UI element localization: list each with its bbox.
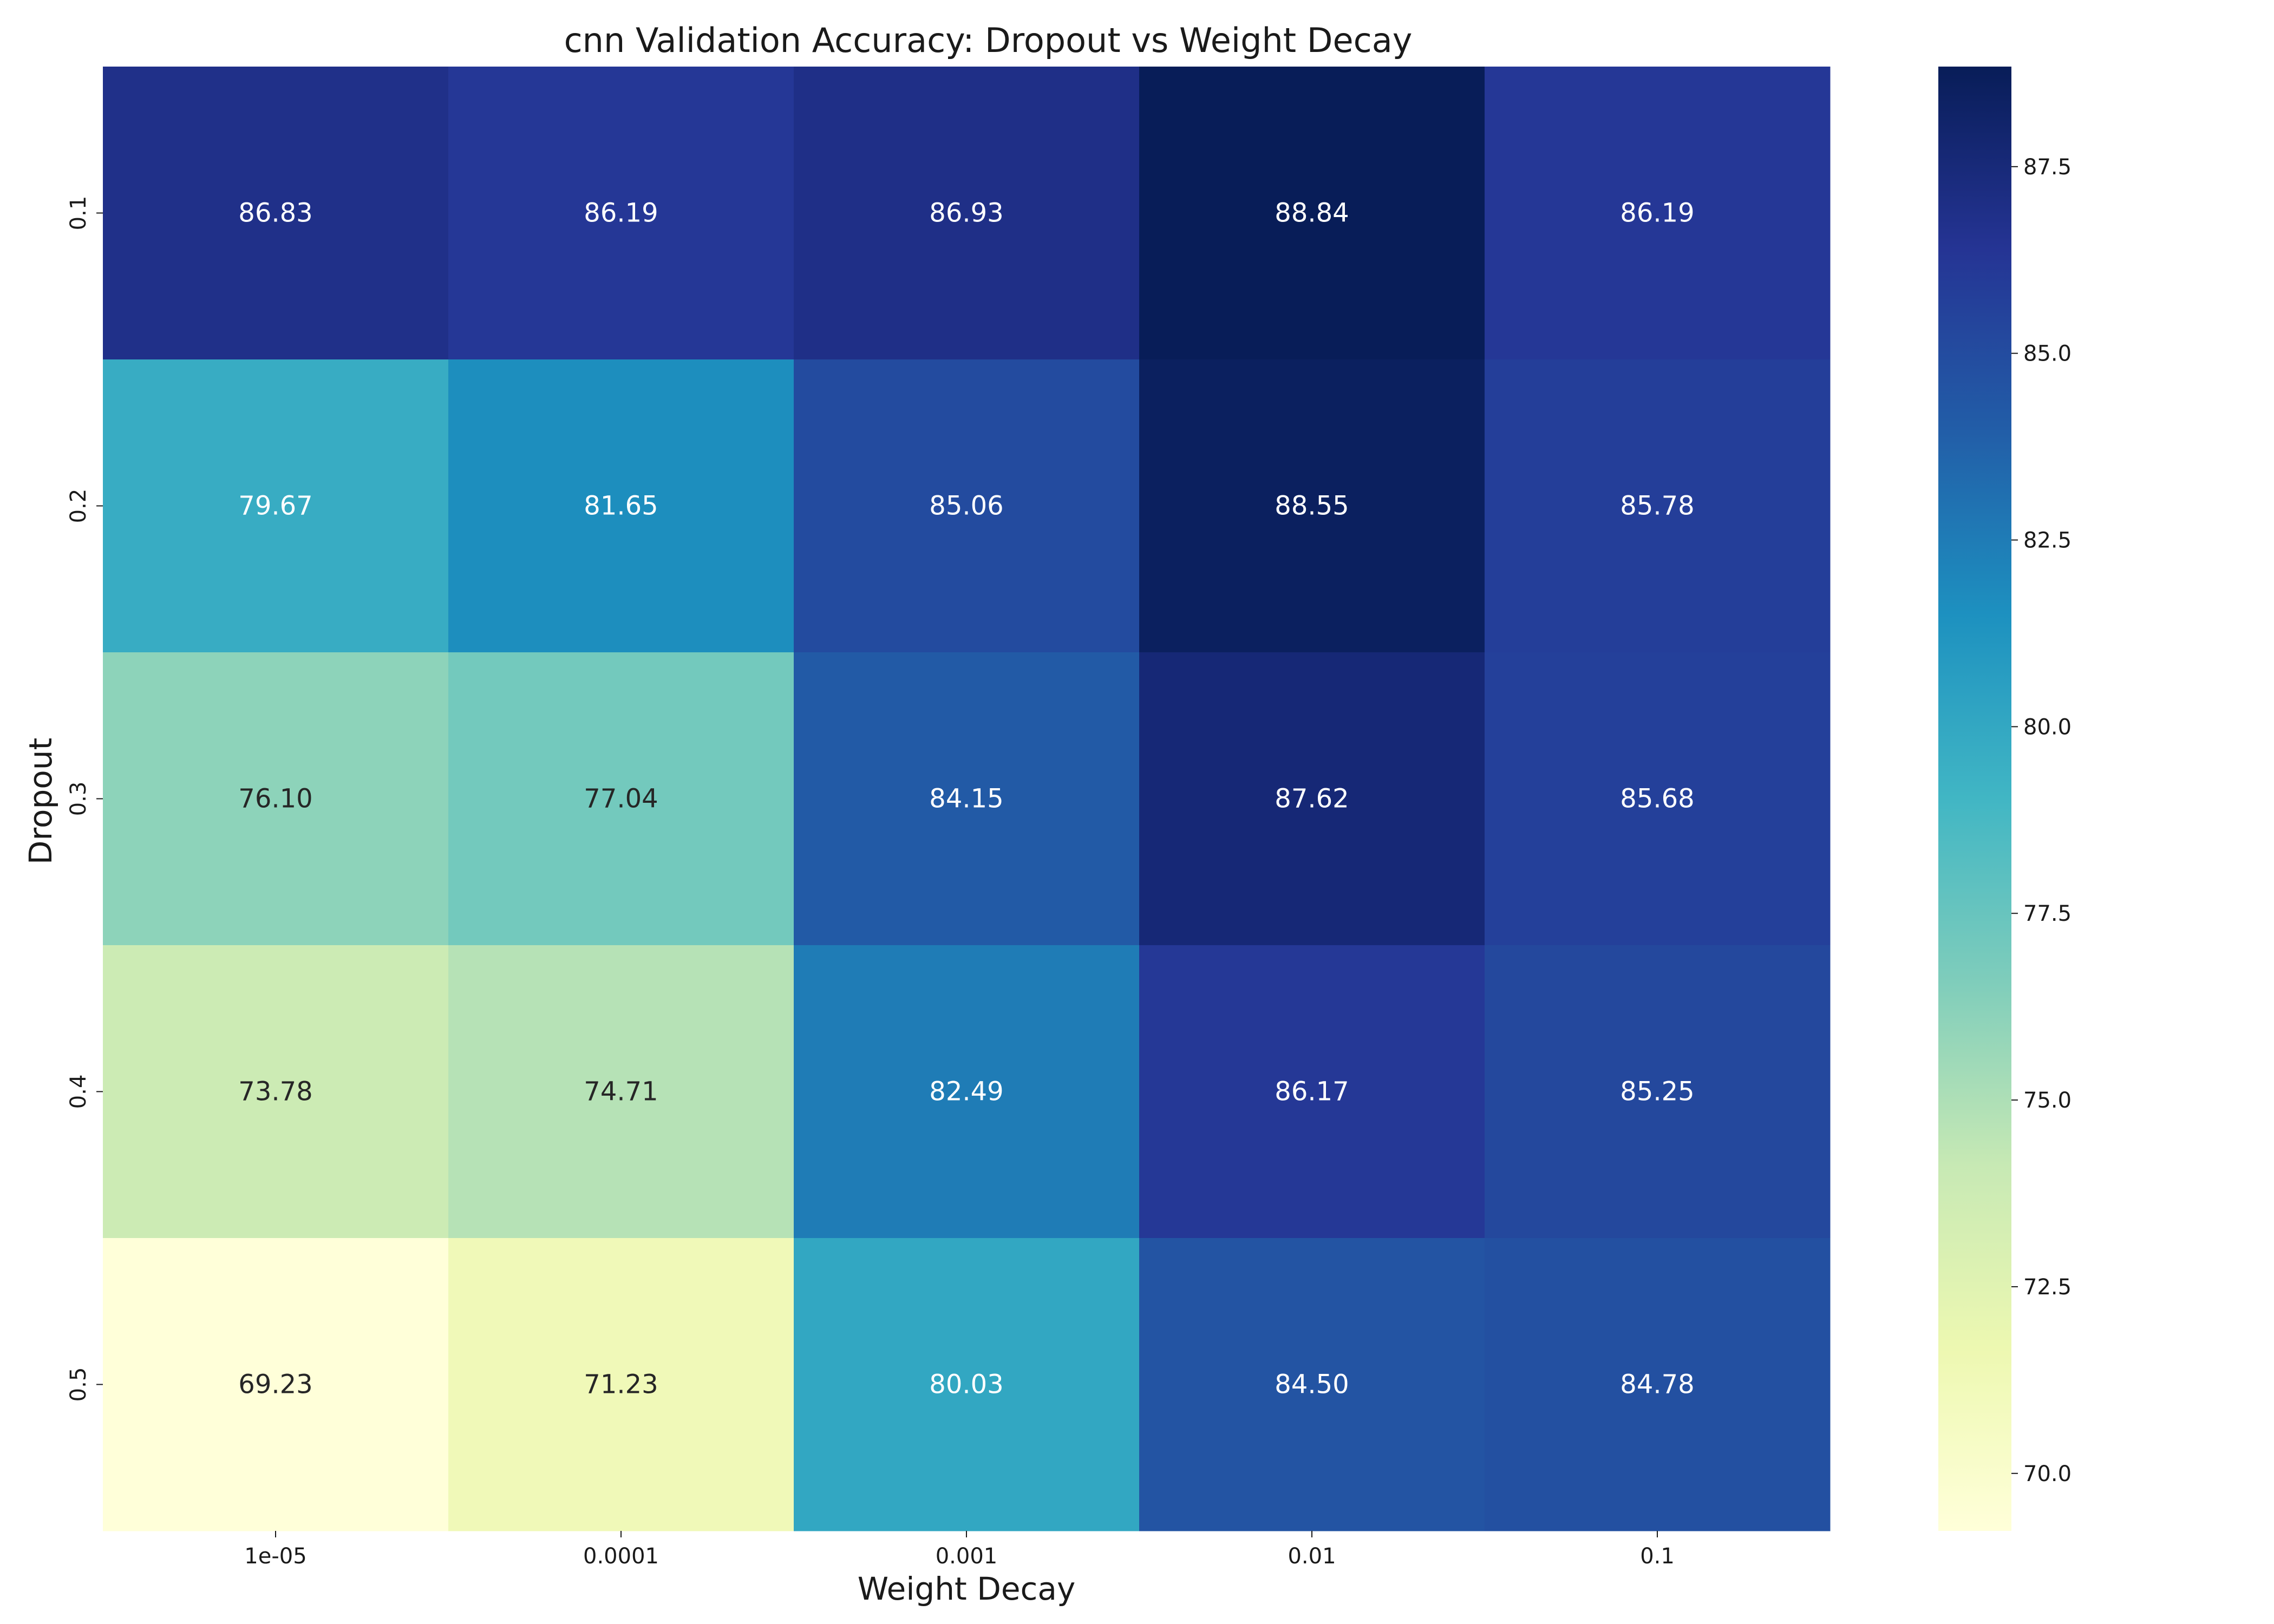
colorbar-tick-label: 80.0 xyxy=(2023,715,2072,739)
colorbar-tick-label: 75.0 xyxy=(2023,1088,2072,1113)
cell-value-label: 88.84 xyxy=(1275,198,1349,228)
x-tick-label: 0.1 xyxy=(1640,1544,1675,1569)
cell-value-label: 73.78 xyxy=(238,1077,312,1107)
cell-value-label: 79.67 xyxy=(238,491,312,521)
heatmap-cells: 86.83 86.19 86.93 88.84 86.19 79.67 81.65 85.06… xyxy=(103,67,1831,1531)
heatmap-cell xyxy=(448,359,794,653)
heatmap-cell xyxy=(1139,652,1485,946)
cell-value-label: 88.55 xyxy=(1275,491,1349,521)
heatmap-cell xyxy=(1139,1238,1485,1531)
cell-value-label: 80.03 xyxy=(929,1370,1003,1400)
heatmap-cell xyxy=(794,359,1140,653)
colorbar-ticks: 70.0 72.5 75.0 77.5 80.0 82.5 85.0 87.5 xyxy=(2011,155,2072,1487)
y-tick-label: 0.4 xyxy=(66,1075,91,1109)
heatmap-cell xyxy=(103,67,449,360)
cell-value-label: 86.19 xyxy=(1620,198,1694,228)
heatmap-cell xyxy=(794,652,1140,946)
heatmap-cell xyxy=(103,945,449,1239)
x-tick-label: 0.001 xyxy=(936,1544,998,1569)
cell-value-label: 85.78 xyxy=(1620,491,1694,521)
colorbar-tick-label: 87.5 xyxy=(2023,155,2072,180)
cell-value-label: 82.49 xyxy=(929,1077,1003,1107)
cell-value-label: 71.23 xyxy=(584,1370,658,1400)
cell-value-label: 81.65 xyxy=(584,491,658,521)
colorbar xyxy=(1938,67,2011,1531)
heatmap-cell xyxy=(794,67,1140,360)
cell-value-label: 86.17 xyxy=(1275,1077,1349,1107)
y-tick-label: 0.3 xyxy=(66,782,91,816)
cell-value-label: 85.25 xyxy=(1620,1077,1694,1107)
heatmap-cell xyxy=(1139,67,1485,360)
heatmap-cell xyxy=(1485,945,1831,1239)
heatmap-cell xyxy=(448,1238,794,1531)
cell-value-label: 86.19 xyxy=(584,198,658,228)
colorbar-tick-label: 82.5 xyxy=(2023,528,2072,553)
x-tick-label: 0.0001 xyxy=(583,1544,659,1569)
heatmap-cell xyxy=(1139,359,1485,653)
cell-value-label: 87.62 xyxy=(1275,784,1349,814)
x-tick-label: 1e-05 xyxy=(244,1544,306,1569)
cell-value-label: 85.06 xyxy=(929,491,1003,521)
heatmap-cell xyxy=(103,1238,449,1531)
cell-value-label: 85.68 xyxy=(1620,784,1694,814)
y-axis-label: Dropout xyxy=(22,738,59,865)
cell-value-label: 69.23 xyxy=(238,1370,312,1400)
heatmap-cell xyxy=(1485,652,1831,946)
colorbar-tick-label: 72.5 xyxy=(2023,1275,2072,1300)
cell-value-label: 86.93 xyxy=(929,198,1003,228)
heatmap-cell xyxy=(448,67,794,360)
heatmap-cell xyxy=(1485,359,1831,653)
colorbar-tick-label: 85.0 xyxy=(2023,342,2072,366)
colorbar-tick-label: 70.0 xyxy=(2023,1462,2072,1487)
cell-value-label: 74.71 xyxy=(584,1077,658,1107)
y-tick-label: 0.5 xyxy=(66,1367,91,1402)
x-axis-label: Weight Decay xyxy=(858,1570,1076,1607)
cell-value-label: 84.15 xyxy=(929,784,1003,814)
y-tick-label: 0.2 xyxy=(66,489,91,523)
cell-value-label: 84.78 xyxy=(1620,1370,1694,1400)
heatmap-cell xyxy=(448,652,794,946)
heatmap-cell xyxy=(1139,945,1485,1239)
heatmap-cell xyxy=(103,652,449,946)
heatmap-cell xyxy=(1485,67,1831,360)
heatmap-cell xyxy=(794,945,1140,1239)
y-tick-label: 0.1 xyxy=(66,196,91,231)
heatmap-cell xyxy=(103,359,449,653)
cell-value-label: 76.10 xyxy=(238,784,312,814)
heatmap-cell xyxy=(1485,1238,1831,1531)
x-tick-label: 0.01 xyxy=(1288,1544,1336,1569)
cell-value-label: 84.50 xyxy=(1275,1370,1349,1400)
colorbar-tick-label: 77.5 xyxy=(2023,901,2072,926)
heatmap-cell xyxy=(794,1238,1140,1531)
chart-title: cnn Validation Accuracy: Dropout vs Weig… xyxy=(564,21,1413,60)
heatmap-cell xyxy=(448,945,794,1239)
cell-value-label: 77.04 xyxy=(584,784,658,814)
y-axis-ticks: 0.1 0.2 0.3 0.4 0.5 xyxy=(66,196,103,1402)
cell-value-label: 86.83 xyxy=(238,198,312,228)
x-axis-ticks: 1e-05 0.0001 0.001 0.01 0.1 xyxy=(244,1531,1675,1569)
